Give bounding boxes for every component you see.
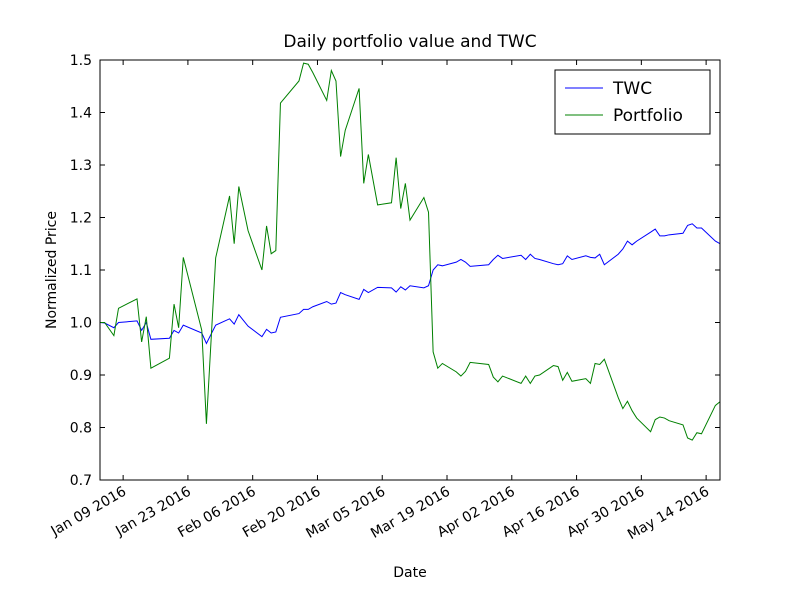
y-tick-label: 1.2 <box>70 211 92 227</box>
y-tick-label: 0.8 <box>70 421 92 437</box>
y-tick-label: 0.9 <box>70 368 92 384</box>
y-tick-label: 1.3 <box>70 158 92 174</box>
line-series <box>100 223 720 345</box>
x-axis-label: Date <box>393 565 426 581</box>
y-tick-label: 1.4 <box>70 106 92 122</box>
line-series <box>100 62 720 441</box>
plot-frame <box>99 59 721 481</box>
y-tick-label: 1.0 <box>70 316 92 332</box>
legend-box <box>554 69 711 135</box>
y-tick-label: 0.7 <box>70 473 92 489</box>
legend-label: Portfolio <box>613 106 683 126</box>
y-axis-label: Normalized Price <box>44 211 60 329</box>
y-tick-label: 1.1 <box>70 263 92 279</box>
legend-label: TWC <box>612 79 652 99</box>
chart-title: Daily portfolio value and TWC <box>283 32 536 52</box>
y-tick-label: 1.5 <box>70 53 92 69</box>
